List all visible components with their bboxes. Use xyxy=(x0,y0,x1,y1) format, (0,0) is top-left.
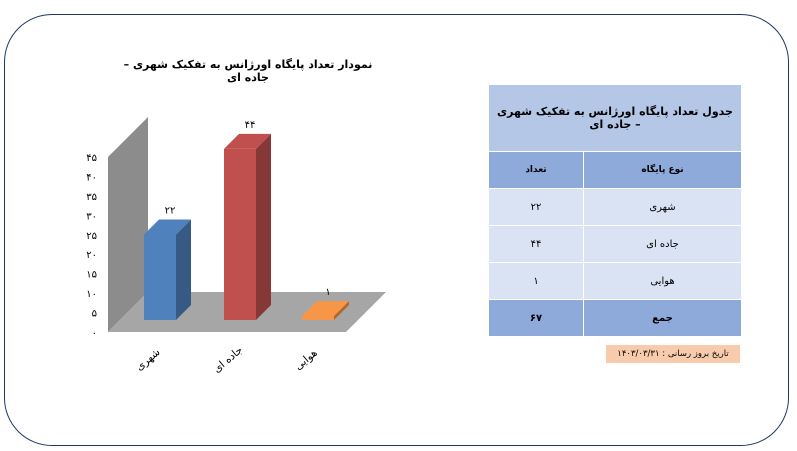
y-tick-label: ۳۵ xyxy=(86,192,97,203)
data-label: ۲۲ xyxy=(165,205,176,216)
data-label: ۴۴ xyxy=(245,120,256,131)
y-tick-label: ۴۰ xyxy=(86,172,97,183)
chart-side-wall xyxy=(108,117,148,332)
y-tick-label: ۱۰ xyxy=(86,289,97,300)
total-label: جمع xyxy=(583,299,742,337)
table-row: هوایی ۱ xyxy=(488,262,742,300)
header-type: نوع پایگاه xyxy=(583,151,742,189)
y-tick-label: ۳۰ xyxy=(86,211,97,222)
bar-top-0 xyxy=(144,219,191,235)
bar-top-2 xyxy=(302,301,349,317)
y-tick-label: ۴۵ xyxy=(86,153,97,164)
row-count: ۱ xyxy=(488,262,584,300)
bar-top-1 xyxy=(224,133,271,149)
row-type: هوایی xyxy=(583,262,742,300)
bar-1 xyxy=(224,148,256,320)
bar-0 xyxy=(144,234,176,320)
header-count: تعداد xyxy=(488,151,584,189)
row-count: ۴۴ xyxy=(488,225,584,263)
y-tick-label: ۲۵ xyxy=(86,231,97,242)
row-count: ۲۲ xyxy=(488,188,584,226)
update-date: تاریخ بروز رسانی : ۱۴۰۳/۰۳/۳۱ xyxy=(606,345,740,363)
row-type: جاده ای xyxy=(583,225,742,263)
y-tick-label: ۲۰ xyxy=(86,250,97,261)
x-tick-label: هوایی xyxy=(292,347,319,373)
table-total-row: جمع ۶۷ xyxy=(488,299,742,337)
row-type: شهری xyxy=(583,188,742,226)
data-label: ۱ xyxy=(325,287,330,298)
x-tick-label: جاده ای xyxy=(211,344,245,375)
total-count: ۶۷ xyxy=(488,299,584,337)
table-row: جاده ای ۴۴ xyxy=(488,225,742,263)
bar-side-1 xyxy=(256,133,271,320)
x-tick-label: شهری xyxy=(134,346,163,373)
bar-2 xyxy=(302,316,334,320)
bar-side-0 xyxy=(176,219,191,320)
table-title: جدول تعداد پایگاه اورژانس به تفکیک شهری … xyxy=(488,84,742,152)
table-row: شهری ۲۲ xyxy=(488,188,742,226)
y-tick-label: ۰ xyxy=(92,328,97,339)
summary-table: جدول تعداد پایگاه اورژانس به تفکیک شهری … xyxy=(488,84,742,337)
y-tick-label: ۵ xyxy=(92,309,97,320)
bar-side-2 xyxy=(334,301,349,320)
y-tick-label: ۱۵ xyxy=(86,270,97,281)
chart-title: نمودار تعداد پایگاه اورژانس به تفکیک شهر… xyxy=(123,58,373,84)
